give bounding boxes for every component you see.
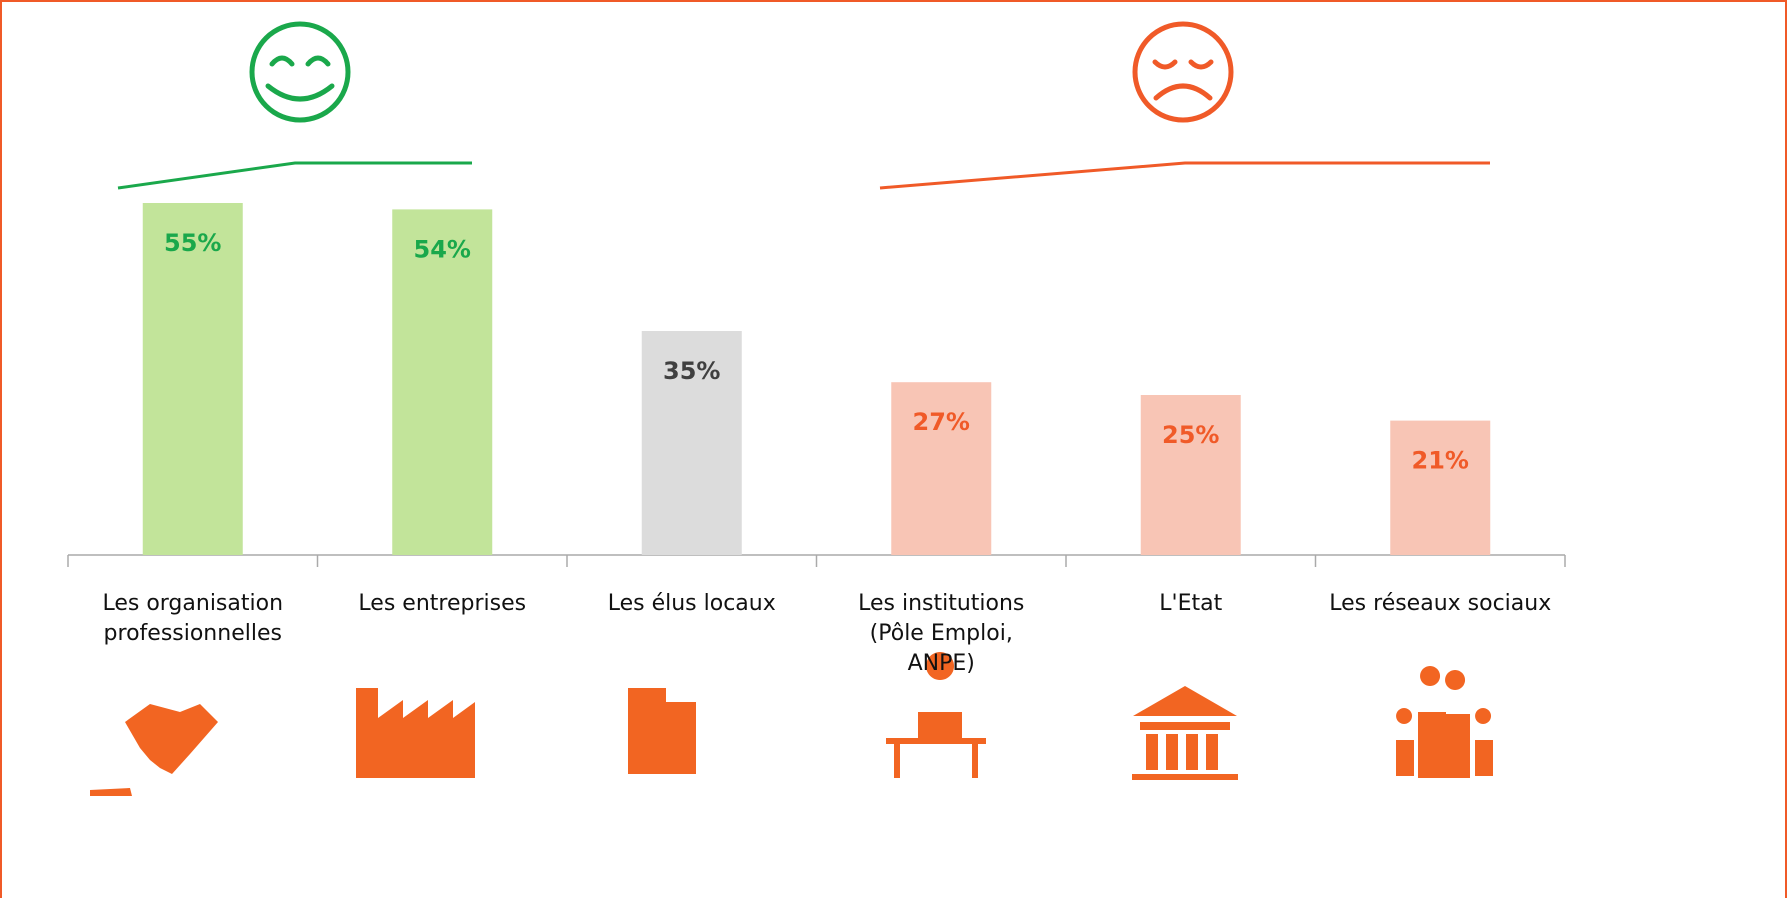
x-tick-label: Les réseaux sociaux [1329, 591, 1551, 616]
x-tick-label: L'Etat [1159, 591, 1222, 616]
bar [641, 331, 742, 555]
negative-bracket [879, 161, 1490, 190]
x-tick-label: Les entreprises [358, 591, 526, 616]
bar [392, 209, 493, 555]
state-icon [1132, 686, 1238, 780]
value-label: 55% [164, 229, 221, 257]
family-icon [1396, 666, 1493, 778]
icons [90, 652, 1493, 796]
sad-face [1132, 21, 1234, 123]
handshake-icon [90, 704, 218, 796]
bar [891, 382, 992, 555]
positive-bracket [117, 161, 472, 190]
x-tick-label: Les institutions (Pôle Emploi, ANPE) [858, 591, 1024, 676]
value-label: 21% [1412, 447, 1469, 475]
bar [1390, 420, 1491, 555]
building-icon [628, 688, 696, 774]
value-label: 25% [1162, 421, 1219, 449]
bar [1140, 395, 1241, 555]
value-label: 54% [414, 235, 471, 263]
bar [142, 203, 243, 555]
x-tick-label: Les organisation professionnelles [102, 591, 283, 646]
value-label: 35% [663, 357, 720, 385]
desk-icon [886, 652, 986, 778]
x-tick-label: Les élus locaux [608, 591, 776, 616]
value-label: 27% [913, 408, 970, 436]
happy-face [249, 21, 351, 123]
factory-icon [356, 688, 475, 778]
